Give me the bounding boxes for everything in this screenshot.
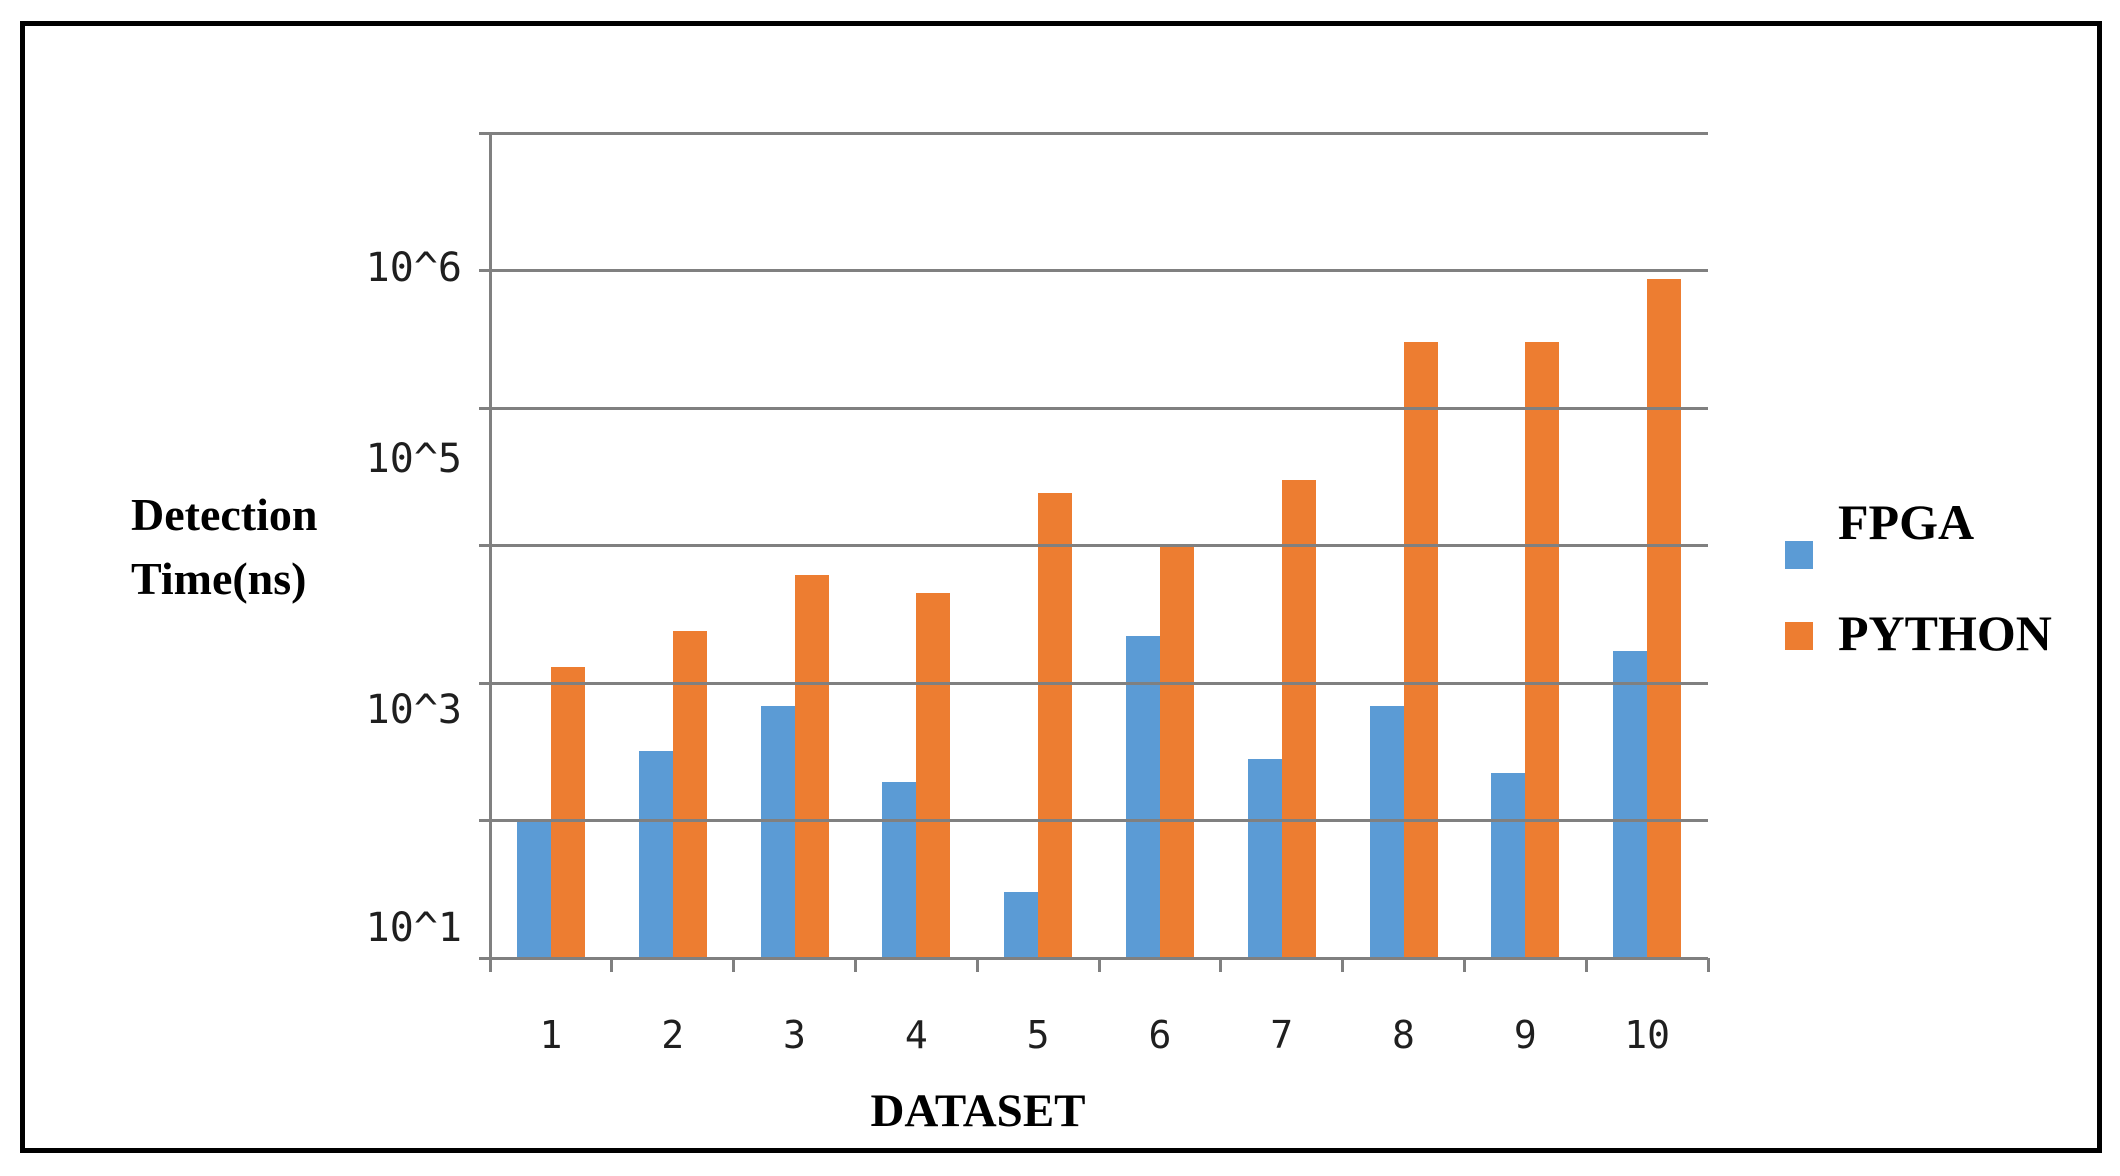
y-axis-tick (479, 406, 490, 410)
y-axis-tick (479, 131, 490, 135)
x-axis-tick (610, 958, 614, 972)
bar-python-6 (1159, 545, 1194, 958)
y-tick-label-10^1: 10^1 (365, 905, 462, 951)
x-axis-tick (732, 958, 736, 972)
y-axis-title: Detection Time(ns) (131, 489, 318, 604)
y-axis-tick (479, 269, 490, 272)
gridline (490, 681, 1708, 685)
bar-fpga-1 (516, 820, 551, 958)
x-tick-label-7: 7 (1270, 1013, 1294, 1057)
x-tick-label-3: 3 (783, 1013, 806, 1057)
bar-python-5 (1038, 493, 1073, 958)
bar-python-2 (672, 630, 707, 958)
legend-swatch-python (1785, 622, 1813, 650)
bar-fpga-8 (1369, 706, 1404, 958)
bar-fpga-2 (638, 751, 673, 958)
y-tick-label-10^6: 10^6 (365, 245, 462, 291)
bar-fpga-5 (1004, 892, 1039, 958)
x-axis-tick (1219, 958, 1223, 972)
x-tick-label-9: 9 (1513, 1013, 1537, 1057)
legend-label-fpga: FPGA (1838, 494, 1975, 550)
bar-fpga-10 (1613, 651, 1648, 958)
bar-python-9 (1525, 342, 1560, 958)
bar-fpga-3 (760, 706, 795, 958)
gridline (490, 406, 1708, 410)
gridline (490, 131, 1708, 135)
x-axis-tick (853, 958, 857, 972)
x-tick-label-2: 2 (661, 1013, 685, 1057)
plot-area (490, 133, 1708, 958)
legend-swatch-fpga (1785, 541, 1813, 569)
gridline (490, 269, 1708, 272)
y-tick-label-10^3: 10^3 (365, 687, 462, 733)
bar-python-1 (550, 667, 585, 958)
bar-fpga-4 (882, 782, 917, 958)
x-axis-tick (488, 958, 492, 972)
x-axis-tick (1341, 958, 1345, 972)
y-axis-tick (479, 544, 490, 547)
bar-fpga-6 (1125, 635, 1160, 958)
x-tick-label-6: 6 (1148, 1013, 1172, 1057)
x-axis-title: DATASET (870, 1085, 1086, 1137)
x-axis-tick (1706, 958, 1710, 972)
bar-python-3 (794, 575, 829, 958)
bar-python-4 (916, 593, 951, 958)
gridline (490, 819, 1708, 822)
x-tick-label-10: 10 (1624, 1013, 1670, 1057)
x-tick-label-5: 5 (1026, 1013, 1050, 1057)
y-axis-line (488, 133, 492, 958)
bar-fpga-7 (1247, 759, 1282, 958)
bar-python-8 (1403, 342, 1438, 958)
figure-border (20, 21, 2102, 1153)
bar-python-10 (1647, 278, 1682, 958)
bar-fpga-9 (1491, 773, 1526, 958)
bar-python-7 (1281, 479, 1316, 958)
x-axis-tick (1462, 958, 1466, 972)
x-axis-tick (1097, 958, 1101, 972)
x-tick-label-4: 4 (904, 1013, 928, 1057)
gridline (490, 544, 1708, 547)
y-tick-label-10^5: 10^5 (365, 436, 462, 482)
y-axis-tick (479, 819, 490, 822)
x-axis-tick (975, 958, 979, 972)
y-axis-tick (479, 956, 490, 960)
y-axis-tick (479, 681, 490, 685)
legend-label-python: PYTHON (1838, 605, 2052, 661)
x-tick-label-8: 8 (1392, 1013, 1415, 1057)
x-tick-label-1: 1 (539, 1013, 563, 1057)
x-axis-tick (1584, 958, 1588, 972)
